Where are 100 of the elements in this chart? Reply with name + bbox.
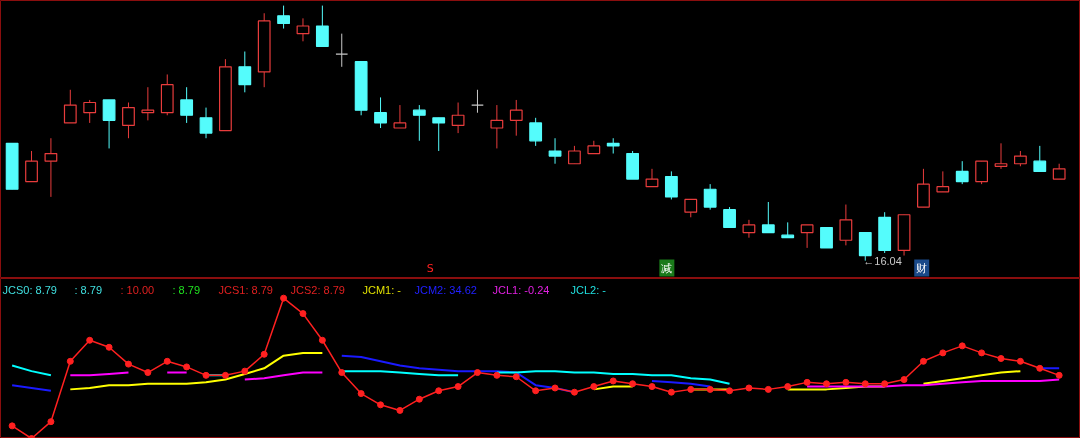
candlestick bbox=[122, 102, 135, 139]
candlestick bbox=[25, 150, 38, 183]
candlestick bbox=[936, 170, 950, 193]
candlestick bbox=[703, 183, 717, 211]
annotation: ←16.04 bbox=[863, 254, 902, 267]
point bbox=[435, 387, 443, 395]
point bbox=[299, 310, 307, 318]
point bbox=[687, 385, 695, 393]
point bbox=[881, 380, 889, 388]
text: : 8.79 bbox=[172, 283, 201, 296]
text: JCM2: 34.62 bbox=[414, 283, 477, 296]
text: JCS2: 8.79 bbox=[290, 283, 345, 296]
text: JCM1: - bbox=[362, 283, 402, 296]
candlestick bbox=[471, 89, 484, 114]
point bbox=[745, 384, 753, 392]
point bbox=[706, 385, 714, 393]
point bbox=[338, 369, 346, 377]
text: S bbox=[426, 261, 434, 275]
text: : 8.79 bbox=[74, 283, 103, 296]
candlestick bbox=[664, 170, 678, 200]
candlestick bbox=[102, 99, 116, 149]
candlestick bbox=[1033, 145, 1047, 172]
point bbox=[473, 369, 481, 377]
candlestick bbox=[335, 33, 349, 68]
candlestick bbox=[761, 201, 775, 234]
point bbox=[609, 377, 617, 385]
point bbox=[861, 380, 869, 388]
point bbox=[823, 380, 830, 388]
text: 财 bbox=[916, 261, 928, 275]
point bbox=[454, 383, 462, 391]
candlestick bbox=[723, 206, 736, 229]
candlestick bbox=[180, 86, 194, 124]
point bbox=[241, 367, 249, 375]
candlestick bbox=[83, 99, 97, 124]
point bbox=[1016, 357, 1024, 365]
candlestick bbox=[432, 117, 446, 152]
point bbox=[202, 371, 210, 379]
point bbox=[144, 369, 152, 377]
point bbox=[66, 357, 74, 365]
point bbox=[900, 376, 908, 384]
point bbox=[1055, 371, 1063, 379]
point bbox=[357, 390, 365, 398]
candlestick bbox=[800, 224, 814, 249]
candlestick bbox=[490, 104, 504, 149]
point bbox=[260, 350, 268, 358]
candlestick bbox=[742, 219, 756, 239]
point bbox=[163, 357, 171, 365]
point bbox=[648, 383, 656, 391]
point bbox=[512, 373, 520, 381]
point bbox=[532, 387, 540, 395]
candlestick bbox=[975, 160, 989, 185]
point bbox=[415, 395, 423, 403]
candlestick bbox=[412, 104, 426, 142]
point bbox=[396, 406, 404, 414]
point bbox=[551, 384, 559, 392]
candlestick bbox=[63, 89, 77, 124]
text: JCL2: - bbox=[570, 283, 607, 296]
point bbox=[958, 342, 966, 350]
point bbox=[997, 355, 1005, 362]
candlestick bbox=[393, 104, 407, 129]
point bbox=[919, 357, 927, 365]
point bbox=[667, 388, 675, 396]
point bbox=[221, 371, 229, 379]
point bbox=[590, 383, 598, 391]
point bbox=[570, 388, 578, 396]
point bbox=[183, 363, 191, 371]
point bbox=[280, 294, 288, 302]
candlestick bbox=[315, 5, 329, 48]
point bbox=[377, 401, 385, 409]
candlestick bbox=[529, 117, 543, 147]
candlestick bbox=[917, 168, 930, 208]
candlestick bbox=[994, 142, 1008, 170]
point bbox=[1036, 364, 1044, 372]
point bbox=[939, 349, 947, 357]
point bbox=[493, 371, 501, 379]
text: JCL1: -0.24 bbox=[492, 283, 550, 296]
point bbox=[318, 336, 326, 344]
candlestick bbox=[509, 99, 523, 137]
point bbox=[803, 378, 811, 386]
candlestick bbox=[451, 102, 465, 134]
candlestick bbox=[277, 5, 290, 30]
candlestick bbox=[955, 160, 969, 185]
point bbox=[726, 387, 734, 395]
point bbox=[86, 336, 94, 344]
candlestick bbox=[44, 137, 58, 198]
candlestick bbox=[548, 137, 562, 165]
point bbox=[764, 385, 772, 393]
point bbox=[124, 360, 132, 368]
point bbox=[842, 378, 850, 386]
candlestick bbox=[374, 96, 387, 129]
point bbox=[47, 418, 55, 426]
text: : 10.00 bbox=[120, 283, 155, 296]
point bbox=[105, 343, 113, 351]
point bbox=[784, 383, 792, 391]
point bbox=[978, 349, 986, 357]
candlestick bbox=[199, 107, 213, 139]
point bbox=[8, 422, 16, 430]
text: JCS0: 8.79 bbox=[2, 283, 57, 296]
candlestick bbox=[839, 204, 853, 246]
candlestick bbox=[820, 226, 833, 249]
